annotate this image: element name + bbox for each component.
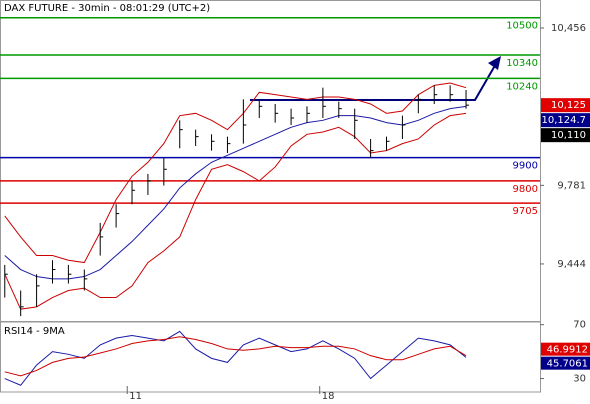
rsi-label-box <box>541 342 590 356</box>
price-label: 10,110 <box>551 130 586 141</box>
y-tick-label: 9,781 <box>557 180 586 191</box>
band-line <box>4 105 467 280</box>
rsi-label-box <box>541 356 590 370</box>
price-label: 10,124.7 <box>541 115 586 126</box>
rsi-tick-label: 30 <box>573 374 586 385</box>
level-label: 10500 <box>506 21 538 32</box>
rsi-panel <box>0 321 541 393</box>
chart-title: DAX FUTURE - 30min - 08:01:29 (UTC+2) <box>4 3 210 14</box>
band-line <box>4 112 467 310</box>
trend-line <box>250 61 498 101</box>
level-label: 9705 <box>513 206 538 217</box>
x-tick-label: 11 <box>129 391 142 400</box>
price-label-box <box>541 128 590 143</box>
x-tick-label: 18 <box>322 391 335 400</box>
price-label-box <box>541 98 590 113</box>
rsi-tick-label: 70 <box>573 320 586 331</box>
rsi-label: 45.7061 <box>547 359 588 370</box>
y-tick-label: 9,444 <box>557 259 586 270</box>
price-label-box <box>541 113 590 128</box>
price-label: 10,125 <box>551 100 586 111</box>
level-label: 9900 <box>513 161 538 172</box>
y-tick-label: 10,456 <box>551 23 586 34</box>
price-panel <box>0 0 541 322</box>
level-label: 9800 <box>513 184 538 195</box>
rsi-line <box>4 336 467 377</box>
level-label: 10240 <box>506 81 538 92</box>
rsi-title: RSI14 - 9MA <box>4 326 65 337</box>
trend-arrow <box>488 56 501 70</box>
band-line <box>4 82 467 264</box>
rsi-label: 46.9912 <box>547 345 588 356</box>
level-label: 10340 <box>506 58 538 69</box>
